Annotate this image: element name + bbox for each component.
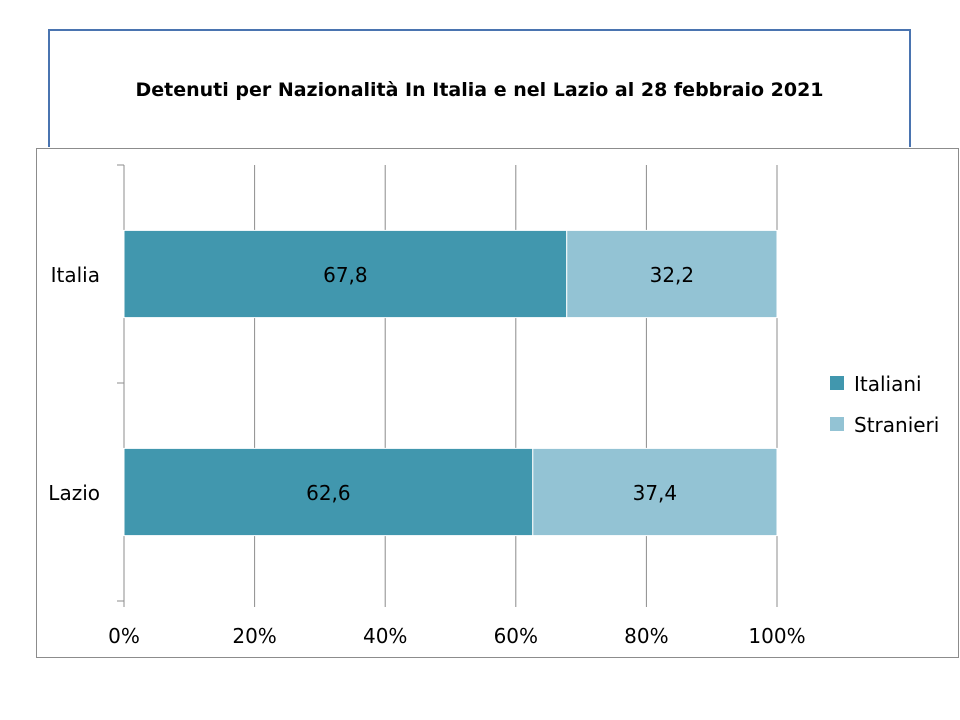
x-tick-label: 40%	[363, 624, 407, 648]
x-tick-label: 20%	[232, 624, 276, 648]
bar-stranieri-lazio	[532, 447, 778, 537]
data-label: 67,8	[323, 263, 368, 287]
legend-label: Italiani	[854, 372, 922, 396]
bar-italiani-italia	[123, 229, 568, 319]
category-label: Lazio	[48, 481, 100, 505]
x-tick-label: 0%	[108, 624, 140, 648]
x-tick-label: 80%	[624, 624, 668, 648]
x-tick-label: 100%	[748, 624, 805, 648]
bar-stranieri-italia	[566, 229, 778, 319]
data-label: 32,2	[650, 263, 695, 287]
legend-label: Stranieri	[854, 413, 939, 437]
chart-title: Detenuti per Nazionalità In Italia e nel…	[135, 79, 824, 101]
data-label: 62,6	[306, 481, 351, 505]
legend-swatch-italiani	[830, 376, 844, 390]
bar-italiani-lazio	[123, 447, 534, 537]
legend-swatch-stranieri	[830, 417, 844, 431]
chart-title-box: Detenuti per Nazionalità In Italia e nel…	[48, 29, 911, 147]
data-label: 37,4	[633, 481, 678, 505]
x-tick-label: 60%	[494, 624, 538, 648]
category-label: Italia	[51, 263, 100, 287]
